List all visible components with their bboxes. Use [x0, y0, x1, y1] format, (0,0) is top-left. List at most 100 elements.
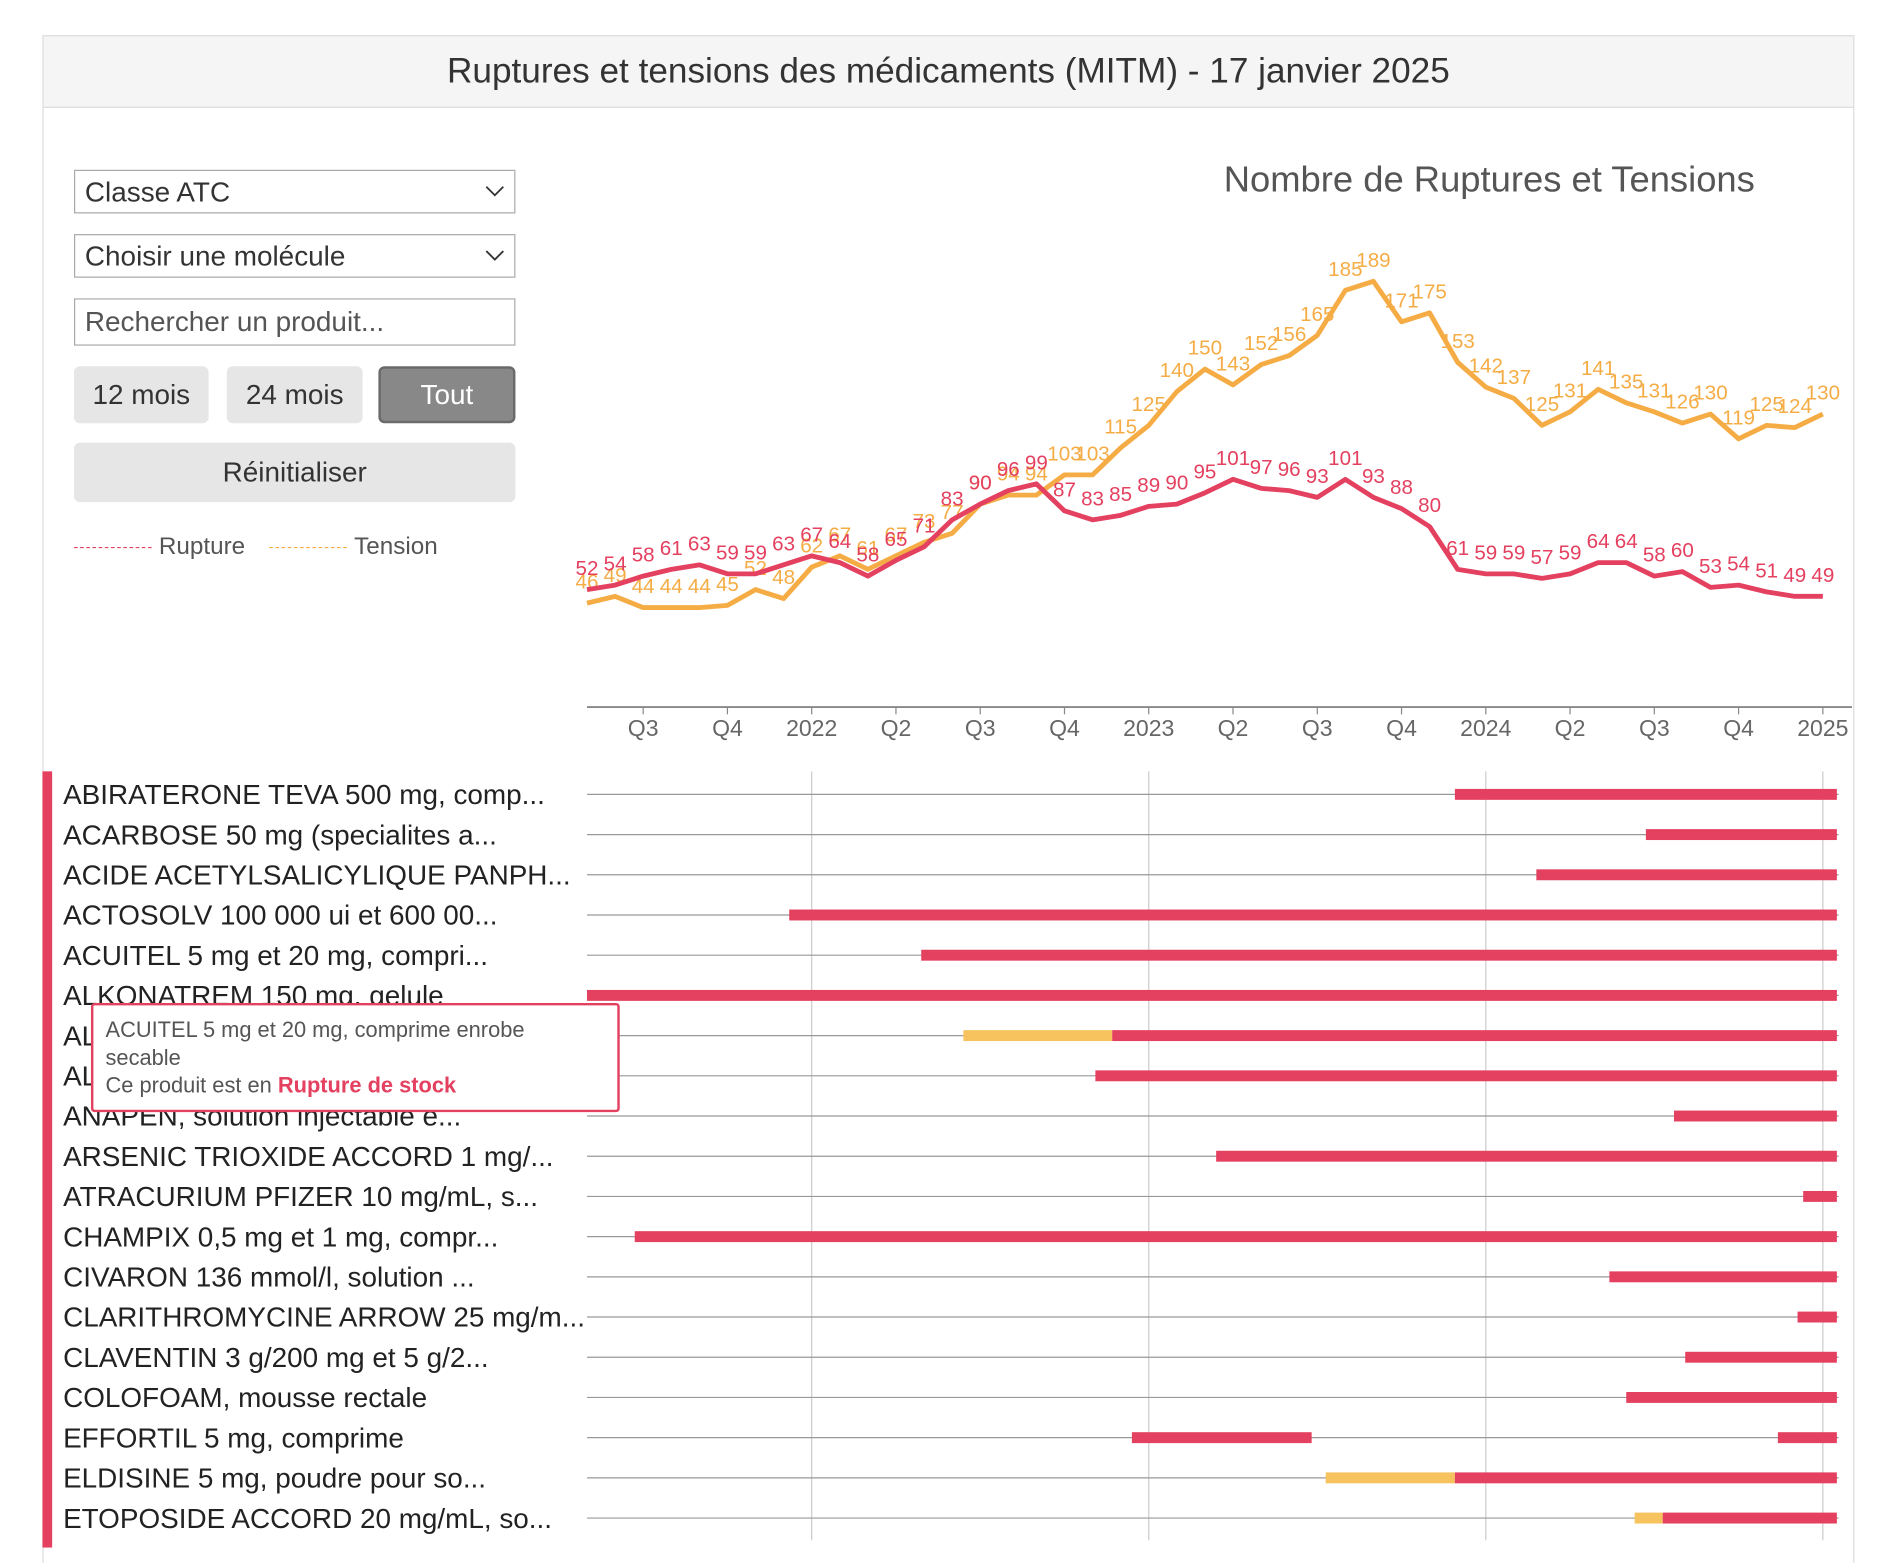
- reset-button[interactable]: Réinitialiser: [73, 442, 516, 503]
- data-label: 59: [1559, 541, 1582, 564]
- tooltip-product: ACUITEL 5 mg et 20 mg, comprime enrobe s…: [105, 1017, 525, 1070]
- data-label: 101: [1328, 447, 1362, 470]
- gantt-bar: [634, 1231, 1837, 1243]
- data-label: 124: [1778, 395, 1812, 418]
- row-label: EFFORTIL 5 mg, comprime: [63, 1422, 404, 1453]
- data-label: 165: [1300, 303, 1334, 326]
- molecule-select-label: Choisir une molécule: [84, 240, 346, 272]
- data-label: 125: [1525, 393, 1559, 416]
- x-tick-label: Q4: [1049, 715, 1080, 741]
- data-label: 140: [1160, 359, 1194, 382]
- data-label: 59: [716, 541, 739, 564]
- data-label: 83: [1081, 487, 1104, 510]
- data-label: 59: [1502, 541, 1525, 564]
- tooltip: ACUITEL 5 mg et 20 mg, comprime enrobe s…: [90, 1002, 620, 1113]
- gantt-bar: [1777, 1432, 1837, 1444]
- data-label: 59: [744, 541, 767, 564]
- gantt-bar: [1673, 1110, 1837, 1122]
- data-label: 87: [1053, 478, 1076, 501]
- row-label: ACUITEL 5 mg et 20 mg, compri...: [63, 940, 488, 971]
- data-label: 59: [1474, 541, 1497, 564]
- legend-swatch: [73, 546, 152, 549]
- period-button[interactable]: Tout: [378, 366, 516, 424]
- data-label: 153: [1441, 330, 1475, 353]
- data-label: 141: [1581, 357, 1615, 380]
- data-label: 93: [1306, 465, 1329, 488]
- x-tick-label: 2025: [1797, 715, 1848, 741]
- data-label: 93: [1362, 465, 1385, 488]
- data-label: 130: [1806, 382, 1840, 405]
- gantt-bar: [1454, 788, 1837, 800]
- data-label: 60: [1671, 539, 1694, 562]
- data-label: 99: [1025, 451, 1048, 474]
- gantt-bar: [1095, 1070, 1837, 1082]
- gantt-bar: [1803, 1190, 1837, 1202]
- row-label: CLARITHROMYCINE ARROW 25 mg/m...: [63, 1302, 585, 1333]
- data-label: 126: [1665, 391, 1699, 414]
- gantt-bar: [1662, 1512, 1837, 1524]
- data-label: 96: [997, 458, 1020, 481]
- data-label: 115: [1104, 415, 1137, 438]
- x-tick-label: Q3: [1302, 715, 1333, 741]
- data-label: 83: [941, 487, 964, 510]
- data-label: 58: [856, 544, 879, 567]
- data-label: 94: [997, 463, 1020, 486]
- row-label: CIVARON 136 mmol/l, solution ...: [63, 1262, 475, 1293]
- gantt-bar: [1645, 829, 1837, 841]
- search-input[interactable]: Rechercher un produit...: [73, 298, 516, 346]
- data-label: 156: [1272, 323, 1306, 346]
- data-label: 88: [1390, 476, 1413, 499]
- data-label: 73: [913, 510, 936, 533]
- data-label: 94: [1025, 463, 1048, 486]
- row-label: CHAMPIX 0,5 mg et 1 mg, compr...: [63, 1221, 498, 1252]
- x-tick-label: Q4: [1386, 715, 1417, 741]
- atc-select-label: Classe ATC: [84, 175, 231, 208]
- data-label: 51: [1755, 559, 1778, 582]
- gantt-bar: [1536, 869, 1837, 881]
- data-label: 89: [1137, 474, 1160, 497]
- data-label: 65: [884, 528, 907, 551]
- data-label: 54: [1727, 553, 1750, 576]
- gantt-bar: [1131, 1432, 1312, 1444]
- row-label: ARSENIC TRIOXIDE ACCORD 1 mg/...: [63, 1141, 554, 1172]
- row-label: COLOFOAM, mousse rectale: [63, 1382, 427, 1413]
- x-tick-label: Q4: [712, 715, 743, 741]
- gantt-bar: [1626, 1391, 1837, 1403]
- data-label: 54: [604, 553, 627, 576]
- data-label: 96: [1278, 458, 1301, 481]
- data-label: 97: [1250, 456, 1273, 479]
- data-label: 189: [1356, 249, 1390, 272]
- legend-label: Tension: [354, 533, 438, 561]
- x-tick-label: 2022: [786, 715, 837, 741]
- x-tick-label: 2023: [1123, 715, 1174, 741]
- row-label: ACTOSOLV 100 000 ui et 600 00...: [63, 900, 497, 931]
- data-label: 67: [828, 523, 851, 546]
- x-tick-label: Q4: [1723, 715, 1754, 741]
- tooltip-status: Rupture de stock: [277, 1073, 457, 1098]
- data-label: 44: [632, 575, 655, 598]
- data-label: 49: [1811, 564, 1834, 587]
- period-button[interactable]: 12 mois: [73, 366, 209, 424]
- data-label: 150: [1188, 337, 1222, 360]
- data-label: 64: [828, 530, 851, 553]
- period-button[interactable]: 24 mois: [226, 366, 363, 424]
- data-label: 67: [884, 523, 907, 546]
- gantt-bar: [1216, 1150, 1837, 1162]
- data-label: 62: [800, 535, 823, 558]
- data-label: 90: [969, 472, 992, 495]
- data-label: 63: [688, 532, 711, 555]
- legend-swatch: [269, 546, 347, 549]
- atc-select[interactable]: Classe ATC: [73, 169, 516, 214]
- x-tick-label: Q3: [1639, 715, 1670, 741]
- row-label: ACIDE ACETYLSALICYLIQUE PANPH...: [63, 859, 571, 890]
- data-label: 44: [660, 575, 683, 598]
- molecule-select[interactable]: Choisir une molécule: [73, 234, 516, 278]
- chevron: [485, 186, 504, 197]
- data-label: 61: [660, 537, 683, 560]
- data-label: 131: [1637, 379, 1671, 402]
- gantt-bar: [1685, 1351, 1837, 1363]
- data-label: 142: [1469, 355, 1503, 378]
- series-line: [586, 476, 1823, 599]
